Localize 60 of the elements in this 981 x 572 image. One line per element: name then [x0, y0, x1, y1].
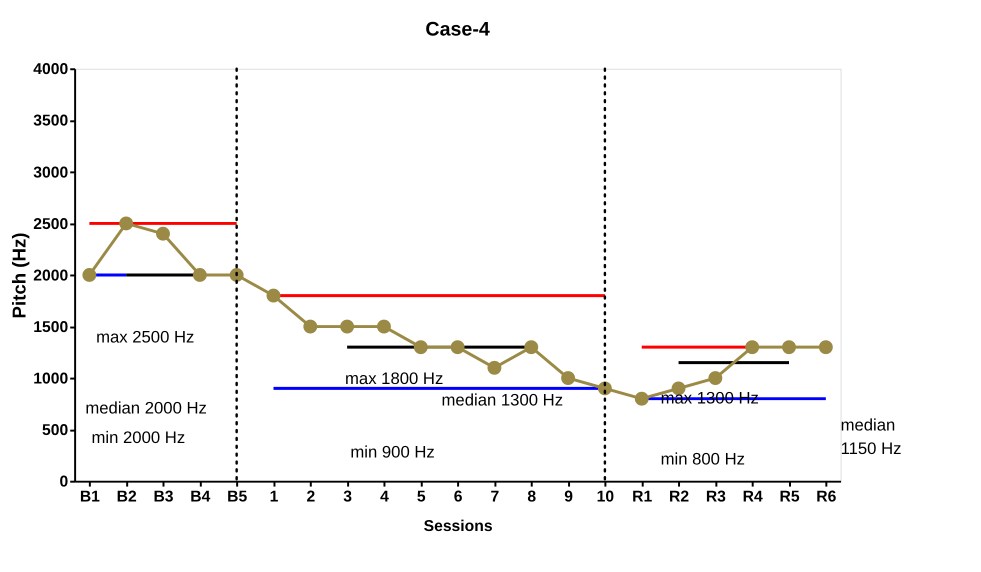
y-tick-label: 500: [42, 422, 69, 440]
x-tick-label: R4: [742, 488, 763, 506]
x-tick-label: B4: [190, 488, 211, 506]
point: [818, 340, 833, 354]
annotation: median 1300 Hz: [442, 390, 564, 410]
point: [561, 371, 576, 386]
point: [230, 268, 244, 282]
point: [708, 371, 722, 386]
annotation: min 2000 Hz: [91, 428, 186, 447]
point: [156, 226, 170, 241]
point: [414, 340, 428, 354]
y-tick-label: 1500: [33, 318, 69, 336]
y-tick-label: 1000: [33, 370, 69, 388]
x-tick-label: 3: [343, 488, 352, 506]
x-tick-label: 5: [416, 488, 426, 506]
point: [119, 216, 134, 230]
point: [745, 340, 760, 354]
point: [634, 392, 649, 406]
y-tick-label: 4000: [33, 61, 69, 78]
y-tick-label: 2000: [33, 267, 69, 284]
x-tick-label: 8: [527, 488, 536, 506]
x-tick-label: 6: [454, 488, 463, 506]
annotation: max 2500 Hz: [96, 328, 194, 347]
x-tick-label: 7: [490, 488, 500, 506]
x-tick-label: B1: [80, 488, 100, 506]
point: [487, 360, 502, 375]
chart-title: Case-4: [425, 18, 490, 40]
y-tick-label: 2500: [33, 216, 69, 233]
annotation: median 2000 Hz: [85, 398, 207, 418]
y-tick-label: 3000: [33, 164, 69, 182]
point: [377, 320, 391, 334]
x-tick-label: 1: [270, 488, 279, 506]
x-tick-label: B5: [227, 488, 248, 506]
point: [450, 340, 465, 354]
y-tick-label: 0: [60, 474, 69, 491]
annotation: median 1150 Hz: [840, 415, 902, 458]
x-tick-label: R1: [632, 488, 653, 506]
point: [782, 340, 796, 354]
x-tick-label: B2: [116, 488, 137, 506]
x-tick-label: R6: [816, 488, 837, 506]
x-tick-label: R3: [706, 488, 726, 506]
annotation: max 1800 Hz: [345, 368, 444, 388]
annotation: min 900 Hz: [350, 442, 435, 462]
point: [303, 320, 318, 334]
x-tick-label: 10: [596, 488, 614, 506]
y-axis-title: Pitch (Hz): [8, 232, 30, 318]
x-tick-label: R2: [669, 488, 690, 506]
point: [340, 320, 354, 334]
point: [82, 268, 96, 282]
x-tick-label: 2: [306, 488, 316, 506]
x-tick-label: 4: [380, 488, 390, 506]
point: [524, 340, 538, 354]
point: [266, 288, 280, 303]
point: [192, 268, 207, 282]
annotation: min 800 Hz: [660, 450, 745, 469]
x-tick-label: R5: [779, 488, 800, 506]
x-tick-label: 9: [564, 488, 574, 506]
x-tick-label: B3: [153, 488, 174, 506]
x-axis-title: Sessions: [424, 518, 493, 535]
y-tick-label: 3500: [33, 112, 69, 130]
